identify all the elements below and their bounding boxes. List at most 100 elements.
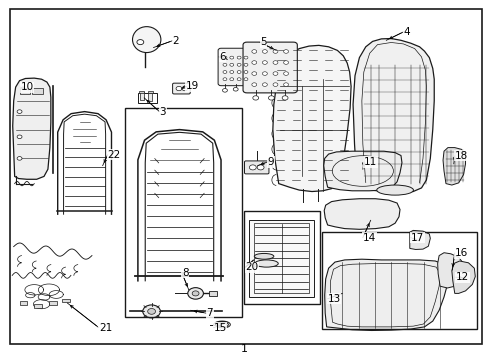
Circle shape	[237, 56, 241, 59]
Circle shape	[251, 72, 256, 75]
Bar	[254, 223, 308, 293]
Circle shape	[244, 56, 247, 59]
PathPatch shape	[409, 230, 429, 249]
Circle shape	[272, 61, 277, 64]
Circle shape	[237, 71, 241, 73]
Circle shape	[262, 83, 267, 86]
Text: 21: 21	[99, 323, 112, 333]
Circle shape	[17, 135, 22, 139]
FancyBboxPatch shape	[243, 42, 297, 93]
Text: 20: 20	[245, 262, 258, 272]
Circle shape	[182, 86, 187, 91]
Circle shape	[282, 96, 287, 100]
Circle shape	[251, 50, 256, 53]
PathPatch shape	[451, 261, 474, 293]
Text: 5: 5	[260, 37, 266, 48]
Circle shape	[223, 56, 226, 59]
Circle shape	[237, 78, 241, 81]
Circle shape	[283, 72, 288, 75]
Circle shape	[257, 165, 264, 170]
Circle shape	[251, 83, 256, 86]
Text: 22: 22	[107, 150, 121, 160]
Circle shape	[229, 63, 233, 66]
FancyBboxPatch shape	[172, 83, 190, 94]
Circle shape	[244, 78, 247, 81]
PathPatch shape	[324, 259, 448, 330]
Ellipse shape	[254, 253, 273, 259]
Bar	[147, 91, 152, 93]
PathPatch shape	[437, 253, 463, 288]
Text: 14: 14	[362, 233, 375, 243]
Text: 2: 2	[172, 36, 179, 46]
PathPatch shape	[323, 151, 401, 191]
Circle shape	[244, 63, 247, 66]
Bar	[140, 92, 143, 100]
Text: 15: 15	[213, 323, 226, 333]
Text: 3: 3	[159, 107, 166, 117]
Circle shape	[283, 83, 288, 86]
Ellipse shape	[254, 260, 278, 267]
Text: 18: 18	[454, 151, 467, 161]
Circle shape	[229, 78, 233, 81]
Bar	[32, 88, 42, 94]
Circle shape	[262, 72, 267, 75]
Circle shape	[147, 309, 155, 314]
Circle shape	[192, 291, 199, 296]
Bar	[124, 108, 242, 317]
Circle shape	[222, 89, 227, 92]
Text: 17: 17	[410, 233, 423, 243]
Text: 16: 16	[454, 248, 467, 258]
Circle shape	[283, 61, 288, 64]
Bar	[139, 91, 144, 93]
Text: 10: 10	[20, 82, 34, 92]
Circle shape	[229, 71, 233, 73]
Ellipse shape	[376, 185, 412, 195]
Text: 11: 11	[363, 157, 376, 167]
Circle shape	[272, 72, 277, 75]
Bar	[49, 301, 57, 305]
Circle shape	[137, 40, 143, 45]
Bar	[249, 220, 313, 297]
Circle shape	[223, 63, 226, 66]
Circle shape	[262, 50, 267, 53]
Circle shape	[229, 56, 233, 59]
Circle shape	[233, 87, 238, 91]
Bar	[62, 299, 70, 302]
Circle shape	[283, 50, 288, 53]
Circle shape	[272, 83, 277, 86]
Circle shape	[252, 96, 258, 100]
Circle shape	[272, 50, 277, 53]
Text: 19: 19	[185, 81, 199, 91]
Circle shape	[244, 71, 247, 73]
Circle shape	[268, 96, 274, 100]
Text: 7: 7	[206, 308, 213, 318]
Text: 13: 13	[327, 294, 340, 304]
Bar	[243, 211, 320, 304]
Circle shape	[251, 61, 256, 64]
FancyBboxPatch shape	[244, 161, 268, 174]
Bar	[321, 232, 476, 329]
Circle shape	[223, 78, 226, 81]
PathPatch shape	[442, 148, 465, 185]
Circle shape	[262, 61, 267, 64]
PathPatch shape	[13, 78, 51, 179]
Text: 9: 9	[267, 157, 274, 167]
Circle shape	[223, 71, 226, 73]
PathPatch shape	[324, 199, 399, 229]
Text: 12: 12	[455, 272, 468, 282]
Bar	[138, 93, 157, 103]
Bar	[20, 88, 30, 94]
Bar	[20, 301, 27, 305]
Text: 1: 1	[241, 343, 247, 354]
Text: 8: 8	[182, 268, 188, 278]
Circle shape	[17, 157, 22, 160]
Ellipse shape	[132, 27, 161, 53]
Bar	[148, 93, 152, 101]
PathPatch shape	[352, 39, 433, 193]
Bar	[34, 304, 42, 308]
Bar	[209, 291, 217, 296]
Circle shape	[17, 110, 22, 113]
Text: 6: 6	[219, 52, 225, 62]
Text: 4: 4	[403, 27, 410, 37]
Circle shape	[237, 63, 241, 66]
